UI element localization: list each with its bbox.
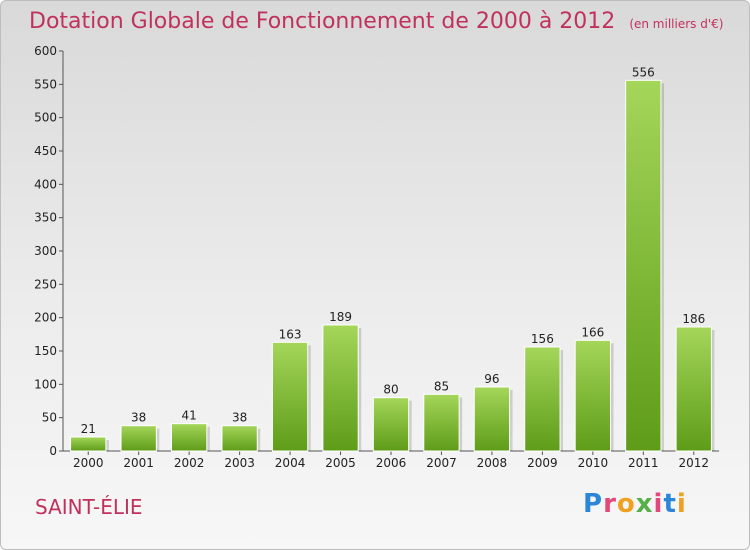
x-tick-label: 2005 [325,456,356,470]
y-tick-label: 150 [34,344,57,358]
y-tick-label: 450 [34,144,57,158]
chart-unit: (en milliers d'€) [629,17,724,31]
x-tick-label: 2010 [578,456,609,470]
x-tick-label: 2002 [174,456,205,470]
bar-value-label: 41 [182,409,197,423]
y-tick-label: 250 [34,277,57,291]
bar-value-label: 556 [632,65,655,79]
y-tick-label: 300 [34,244,57,258]
bar [625,79,662,452]
bar [271,341,309,452]
y-tick-label: 100 [34,377,57,391]
bar [473,386,511,452]
bar [524,346,561,452]
x-tick-label: 2000 [73,456,104,470]
x-tick-label: 2008 [477,456,508,470]
bar [675,326,712,452]
location-name: SAINT-ÉLIE [35,495,143,519]
y-tick-label: 400 [34,177,57,191]
bar [322,324,359,452]
bar-value-label: 156 [531,332,554,346]
bar [574,339,612,452]
y-tick-label: 50 [42,411,57,425]
x-tick-label: 2011 [628,456,659,470]
x-tick-label: 2012 [678,456,709,470]
x-tick-label: 2006 [376,456,407,470]
x-tick-label: 2009 [527,456,558,470]
axes: 0 50 100 150 200 250 300 350 400 450 500 550 600 2000… [34,44,719,470]
y-tick-label: 600 [34,44,57,58]
x-tick-label: 2003 [224,456,255,470]
bar-value-label: 96 [484,372,499,386]
bar [221,425,258,452]
y-tick-label: 550 [34,77,57,91]
bar [70,436,107,452]
y-tick-label: 0 [49,444,57,458]
bar-value-label: 21 [81,422,96,436]
y-tick-label: 500 [34,111,57,125]
bar [170,423,208,452]
bar [423,393,460,452]
x-tick-label: 2007 [426,456,457,470]
bar-value-label: 163 [279,327,302,341]
y-tick-label: 350 [34,211,57,225]
bar-value-label: 38 [232,411,247,425]
bar-value-label: 186 [682,312,705,326]
x-tick-label: 2001 [123,456,154,470]
y-tick-label: 200 [34,311,57,325]
bars: 21 38 41 38 163 189 80 85 96 156 166 556 186 [70,65,715,452]
bar-value-label: 189 [329,310,352,324]
bar [372,397,410,452]
bar-value-label: 38 [131,411,146,425]
bar-value-label: 85 [434,379,449,393]
x-tick-label: 2004 [275,456,306,470]
chart-title-line: Dotation Globale de Fonctionnement de 20… [29,9,723,34]
bar [120,425,157,452]
bar-value-label: 166 [581,325,604,339]
proxiti-logo: Proxiti [583,489,687,519]
chart-title: Dotation Globale de Fonctionnement de 20… [29,9,616,34]
bar-value-label: 80 [383,383,398,397]
